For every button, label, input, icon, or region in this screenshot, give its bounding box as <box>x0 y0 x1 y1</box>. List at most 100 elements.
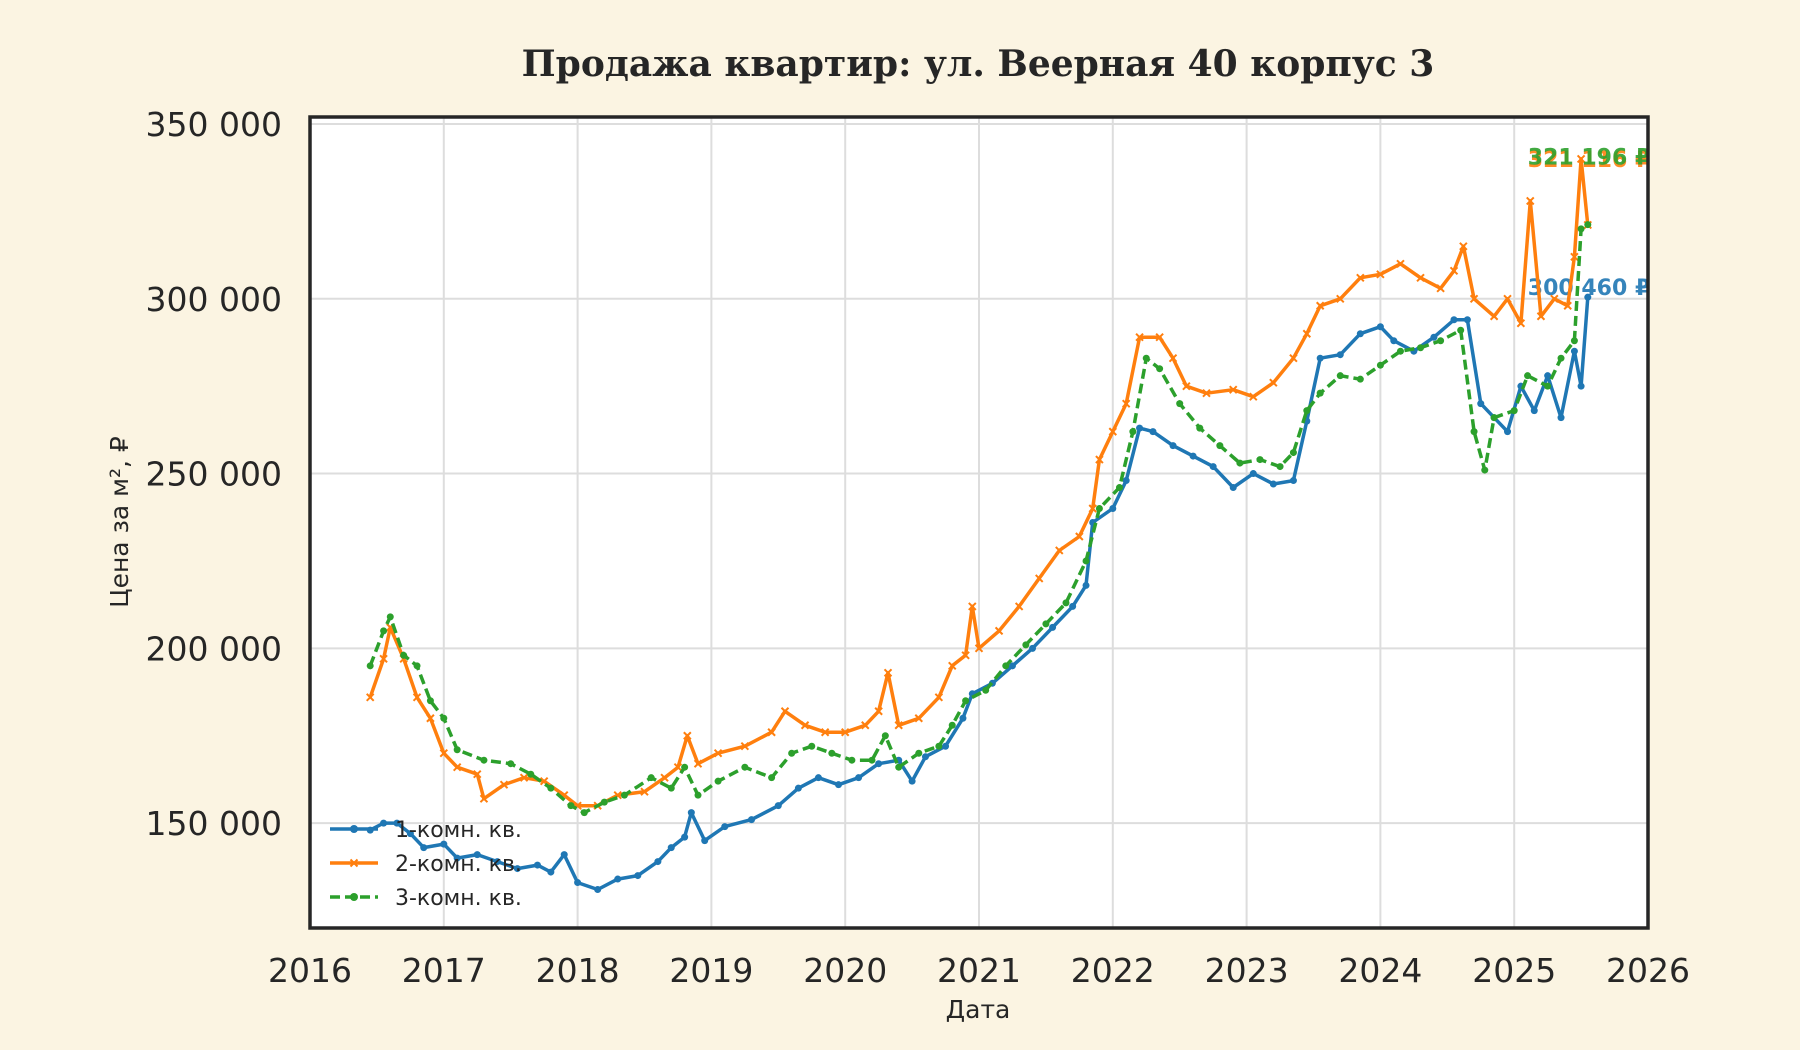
data-point <box>874 707 883 716</box>
data-point <box>1202 388 1211 398</box>
data-point <box>1002 662 1010 670</box>
data-point <box>1315 301 1325 310</box>
data-point <box>694 791 702 799</box>
data-point <box>1469 294 1479 303</box>
data-point <box>959 714 967 722</box>
data-point <box>1563 301 1572 310</box>
data-point <box>961 651 970 660</box>
data-point <box>426 714 435 723</box>
data-point <box>1430 333 1438 341</box>
data-point <box>1396 259 1405 269</box>
data-point <box>1115 484 1123 492</box>
data-point <box>1489 312 1499 321</box>
data-point <box>788 749 796 757</box>
data-point <box>1481 466 1489 474</box>
data-point <box>861 721 870 730</box>
data-point <box>1470 428 1478 436</box>
series-3 <box>366 221 1592 817</box>
data-point <box>1014 602 1024 611</box>
data-point <box>480 756 488 764</box>
data-point <box>366 662 374 670</box>
x-axis-label: Дата <box>946 995 1011 1024</box>
data-point <box>507 760 515 768</box>
data-point <box>721 823 729 831</box>
data-point <box>1062 599 1070 607</box>
data-point <box>1229 385 1238 394</box>
data-point <box>1249 470 1257 478</box>
data-point <box>767 728 776 737</box>
data-point <box>547 784 555 792</box>
data-point <box>1289 353 1298 363</box>
data-point <box>1396 347 1404 355</box>
data-point <box>453 746 461 754</box>
data-point <box>681 763 689 771</box>
data-point <box>1490 414 1498 422</box>
data-point <box>1336 294 1345 303</box>
data-point <box>1516 319 1526 328</box>
series-end-label: 321 116 ₽ <box>1528 148 1650 173</box>
data-point <box>1376 323 1384 331</box>
data-point <box>400 651 408 659</box>
data-point <box>673 762 683 772</box>
data-point <box>1289 449 1297 457</box>
data-point <box>914 714 923 723</box>
data-point <box>1584 221 1592 229</box>
data-point <box>935 742 943 750</box>
data-point <box>1108 427 1118 436</box>
data-point <box>1008 662 1016 670</box>
data-point <box>1216 442 1224 450</box>
data-point <box>895 763 903 771</box>
data-point <box>701 837 709 845</box>
legend-label: 1-комн. кв. <box>395 818 522 843</box>
y-tick-label: 300 000 <box>146 280 282 319</box>
data-point <box>1459 242 1468 251</box>
data-point <box>828 749 836 757</box>
data-point <box>473 851 481 859</box>
data-point <box>1570 347 1578 355</box>
y-tick-label: 350 000 <box>146 105 282 144</box>
data-point <box>479 794 489 803</box>
data-point <box>426 697 434 705</box>
data-point <box>574 879 582 887</box>
data-point <box>1449 266 1459 276</box>
data-point <box>1437 337 1445 345</box>
data-point <box>1042 620 1050 628</box>
data-point <box>1035 574 1044 583</box>
data-point <box>894 721 903 730</box>
data-point <box>1182 381 1191 391</box>
legend-label: 3-комн. кв. <box>395 886 522 911</box>
data-point <box>1269 378 1278 387</box>
data-point <box>1457 326 1465 334</box>
data-point <box>1436 284 1445 293</box>
data-point <box>620 791 628 799</box>
data-point <box>1249 392 1258 401</box>
data-point <box>768 774 776 782</box>
data-point <box>380 627 388 635</box>
legend-marker <box>350 893 358 901</box>
data-point <box>1477 400 1485 408</box>
legend-label: 2-комн. кв. <box>395 852 522 877</box>
data-point <box>527 770 535 778</box>
data-point <box>1356 273 1365 283</box>
data-point <box>881 732 889 740</box>
data-point <box>1336 372 1344 380</box>
data-point <box>1055 546 1064 555</box>
data-point <box>533 861 541 869</box>
data-point <box>1450 316 1458 324</box>
data-point <box>594 886 602 894</box>
series-1 <box>366 293 1592 894</box>
data-point <box>1504 428 1512 436</box>
data-point <box>1029 644 1037 652</box>
data-point <box>942 742 950 750</box>
data-point <box>1316 389 1324 397</box>
data-point <box>379 654 388 664</box>
data-point <box>1526 196 1535 206</box>
data-point <box>814 774 822 782</box>
data-point <box>580 809 588 817</box>
x-tick-label: 2020 <box>803 951 887 990</box>
data-point <box>1336 351 1344 359</box>
legend-marker <box>350 825 358 833</box>
data-point <box>493 858 501 866</box>
data-point <box>1196 424 1204 432</box>
